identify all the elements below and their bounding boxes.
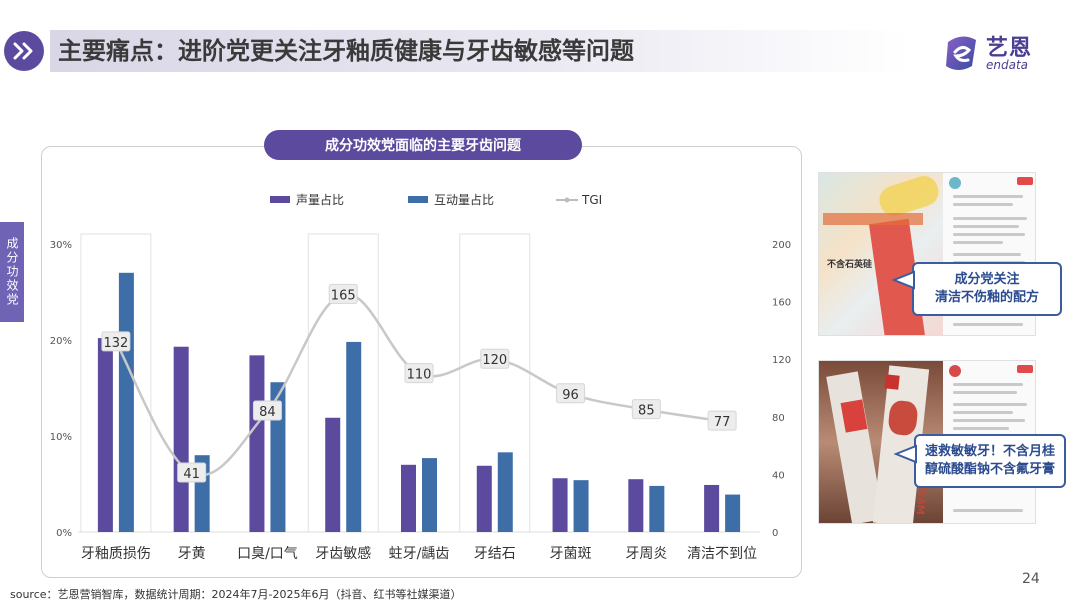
- y-left-tick-label: 20%: [50, 336, 72, 347]
- callout-1: 成分党关注 清洁不伤釉的配方: [912, 262, 1062, 316]
- bar-voice-share: [249, 355, 265, 532]
- tgi-label-box: [556, 383, 586, 404]
- bar-interaction-share: [422, 458, 437, 532]
- bar-voice-share: [325, 417, 341, 532]
- x-category-label: 牙齿敏感: [315, 545, 371, 562]
- x-category-label: 牙周炎: [625, 546, 667, 562]
- y-right-tick-label: 160: [772, 298, 791, 309]
- tgi-label-box: [252, 400, 282, 421]
- tgi-data-label: 84: [259, 405, 276, 420]
- bar-voice-share: [476, 465, 492, 532]
- tgi-label-box: [707, 410, 737, 431]
- legend-label: 声量占比: [296, 192, 344, 207]
- y-left-tick-label: 0%: [56, 528, 72, 539]
- bar-interaction-share: [573, 480, 589, 532]
- x-category-label: 牙结石: [474, 546, 516, 562]
- legend-label: TGI: [581, 193, 602, 207]
- thumbnail-caption: 不含石英硅: [827, 260, 873, 270]
- tgi-data-label: 77: [714, 415, 731, 430]
- legend-swatch: [408, 196, 428, 203]
- tgi-label-box: [631, 399, 661, 420]
- header-bar: [50, 30, 910, 72]
- x-category-label: 蛀牙/龋齿: [389, 546, 450, 562]
- legend-label: 互动量占比: [434, 192, 494, 207]
- legend-marker: [564, 197, 570, 203]
- highlight-column: [459, 233, 531, 533]
- tgi-label-box: [480, 348, 510, 369]
- chevron-double-right-icon: [4, 31, 44, 71]
- y-right-tick-label: 120: [772, 355, 791, 366]
- bar-interaction-share: [649, 485, 665, 532]
- y-right-tick-label: 80: [772, 413, 785, 424]
- y-right-tick-label: 0: [772, 528, 778, 539]
- x-category-label: 牙菌斑: [550, 546, 592, 562]
- bar-voice-share: [704, 484, 720, 532]
- tgi-label-box: [328, 283, 358, 304]
- bar-voice-share: [552, 478, 568, 532]
- logo-text-en: endata: [986, 58, 1029, 72]
- y-right-tick-label: 200: [772, 240, 791, 251]
- bar-voice-share: [401, 464, 416, 532]
- tgi-data-label: 132: [103, 336, 128, 351]
- legend-swatch: [270, 196, 290, 203]
- callout-2-pointer-icon: [894, 444, 917, 464]
- x-category-label: 牙釉质损伤: [81, 546, 151, 562]
- tgi-data-label: 120: [482, 353, 507, 368]
- bar-voice-share: [173, 346, 189, 532]
- highlight-column: [307, 233, 379, 533]
- page-title: 主要痛点：进阶党更关注牙釉质健康与牙齿敏感等问题: [58, 37, 634, 65]
- side-tab: 成分功效党: [0, 222, 24, 322]
- y-left-tick-label: 10%: [50, 432, 72, 443]
- tgi-label-box: [101, 331, 131, 352]
- bar-interaction-share: [346, 341, 362, 532]
- y-right-tick-label: 40: [772, 470, 785, 481]
- x-category-label: 清洁不到位: [687, 546, 757, 562]
- tgi-data-label: 165: [331, 288, 356, 303]
- callout-2-line-1: 速救敏敏牙！不含月桂: [924, 444, 1055, 459]
- y-left-tick-label: 30%: [50, 240, 72, 251]
- tgi-label-box: [404, 363, 434, 384]
- tgi-line: [114, 293, 723, 477]
- page-number: 24: [1022, 571, 1040, 587]
- bar-voice-share: [97, 338, 113, 532]
- chart-title: 成分功效党面临的主要牙齿问题: [264, 130, 582, 160]
- tgi-label-box: [177, 462, 207, 483]
- x-category-label: 口臭/口气: [237, 546, 298, 562]
- callout-1-pointer-icon: [892, 270, 915, 290]
- x-category-label: 牙黄: [178, 545, 206, 562]
- bar-voice-share: [628, 479, 644, 532]
- bar-interaction-share: [497, 452, 513, 532]
- bar-interaction-share: [118, 272, 134, 532]
- logo-text-cn: 艺恩: [986, 36, 1033, 61]
- callout-1-line-2: 清洁不伤釉的配方: [934, 290, 1039, 305]
- highlight-column: [80, 233, 152, 533]
- tgi-data-label: 41: [183, 467, 200, 482]
- tgi-data-label: 96: [562, 388, 579, 403]
- post-thumbnail-1[interactable]: 不含石英硅: [818, 172, 1036, 336]
- callout-2-line-2: 醇硫酸酯钠不含氟牙膏: [924, 462, 1055, 477]
- tgi-data-label: 110: [407, 368, 432, 383]
- source-note: source：艺恩营销智库，数据统计周期：2024年7月-2025年6月（抖音、…: [10, 588, 462, 601]
- callout-1-line-1: 成分党关注: [954, 272, 1020, 287]
- tgi-data-label: 85: [638, 404, 655, 419]
- endata-logo: 艺恩 endata: [942, 30, 1052, 76]
- logo-mark-icon: [946, 36, 976, 70]
- bar-interaction-share: [725, 494, 741, 532]
- callout-2: 速救敏敏牙！不含月桂 醇硫酸酯钠不含氟牙膏: [914, 434, 1066, 488]
